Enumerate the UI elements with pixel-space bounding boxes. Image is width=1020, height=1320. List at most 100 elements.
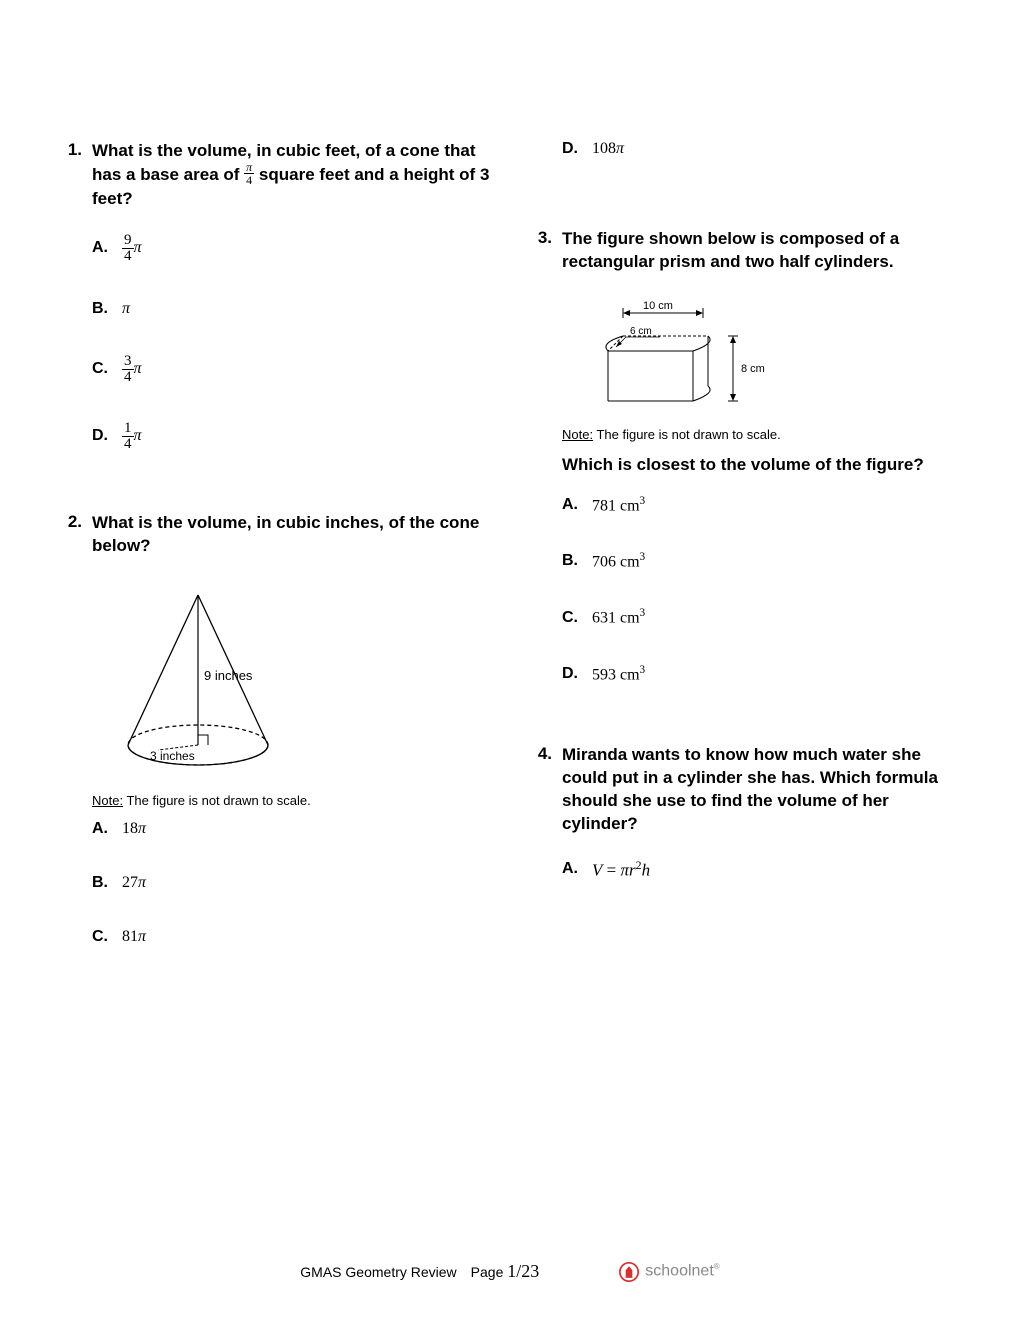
- q3-choice-a[interactable]: A. 781 cm3: [562, 495, 960, 515]
- q1-choice-a[interactable]: A. 9 4 π: [92, 233, 490, 264]
- q4-choice-a[interactable]: A. V = πr2h: [562, 858, 960, 881]
- choice-label: A.: [562, 496, 582, 514]
- choice-label: A.: [562, 860, 582, 878]
- exp: 3: [640, 551, 646, 563]
- logo-text: schoolnet®: [645, 1262, 719, 1280]
- question-2: 2. What is the volume, in cubic inches, …: [60, 512, 490, 558]
- page-label: Page: [471, 1264, 508, 1280]
- frac-num: 9: [122, 233, 134, 249]
- pi: π: [134, 427, 142, 444]
- f-v: V: [592, 861, 602, 880]
- pi: π: [138, 874, 146, 891]
- val: 781 cm: [592, 497, 640, 514]
- f-h: h: [642, 861, 651, 880]
- question-3: 3. The figure shown below is composed of…: [530, 228, 960, 274]
- q3-choice-d[interactable]: D. 593 cm3: [562, 664, 960, 684]
- choice-text: 18π: [122, 820, 146, 838]
- question-text: The figure shown below is composed of a …: [562, 228, 960, 274]
- q3-choice-c[interactable]: C. 631 cm3: [562, 607, 960, 627]
- choice-text: 1 4 π: [122, 421, 142, 452]
- note-prefix: Note:: [562, 427, 593, 442]
- top-label: 10 cm: [643, 300, 673, 312]
- q1-choice-d[interactable]: D. 1 4 π: [92, 421, 490, 452]
- choice-text: 593 cm3: [592, 664, 645, 684]
- pi: π: [134, 239, 142, 256]
- q1-choice-b[interactable]: B. π: [92, 300, 490, 318]
- choice-label: B.: [92, 874, 112, 892]
- pi: π: [138, 820, 146, 837]
- depth-label: 6 cm: [630, 326, 652, 337]
- frac-den: 4: [122, 249, 134, 264]
- note-text: The figure is not drawn to scale.: [123, 793, 311, 808]
- choice-label: D.: [92, 427, 112, 445]
- val: 108: [592, 140, 616, 157]
- q3-note: Note: The figure is not drawn to scale.: [562, 427, 960, 442]
- pi: π: [138, 928, 146, 945]
- exp: 3: [640, 495, 646, 507]
- q2-note: Note: The figure is not drawn to scale.: [92, 793, 490, 808]
- choice-label: B.: [562, 552, 582, 570]
- frac-den: 4: [122, 437, 134, 452]
- choice-text: V = πr2h: [592, 858, 650, 881]
- page-current: 1: [507, 1261, 516, 1281]
- question-text: What is the volume, in cubic feet, of a …: [92, 140, 490, 211]
- val: 631 cm: [592, 610, 640, 627]
- val: 706 cm: [592, 553, 640, 570]
- right-column: D. 108π 3. The figure shown below is com…: [530, 140, 960, 982]
- choice-label: D.: [562, 665, 582, 683]
- val: 18: [122, 820, 138, 837]
- q2-choice-a[interactable]: A. 18π: [92, 820, 490, 838]
- footer-left: GMAS Geometry Review Page 1/23: [300, 1261, 539, 1282]
- page-total: 23: [521, 1261, 539, 1281]
- footer-title: GMAS Geometry Review: [300, 1264, 456, 1280]
- page-content: 1. What is the volume, in cubic feet, of…: [0, 0, 1020, 1042]
- pi: π: [616, 140, 624, 157]
- choice-text: 27π: [122, 874, 146, 892]
- choice-text: 9 4 π: [122, 233, 142, 264]
- choice-label: C.: [92, 928, 112, 946]
- q3-subquestion: Which is closest to the volume of the fi…: [562, 454, 960, 477]
- footer-page: Page 1/23: [471, 1261, 540, 1282]
- exp: 3: [640, 607, 646, 619]
- frac-num: 3: [122, 354, 134, 370]
- choice-text: 81π: [122, 928, 146, 946]
- left-column: 1. What is the volume, in cubic feet, of…: [60, 140, 490, 982]
- question-number: 2.: [60, 512, 82, 558]
- q3-prism-figure: 10 cm 6 cm: [578, 296, 960, 421]
- note-prefix: Note:: [92, 793, 123, 808]
- prism-svg: 10 cm 6 cm: [578, 296, 798, 416]
- schoolnet-logo: schoolnet®: [619, 1262, 719, 1282]
- val: 593 cm: [592, 666, 640, 683]
- note-text: The figure is not drawn to scale.: [593, 427, 781, 442]
- question-number: 4.: [530, 744, 552, 836]
- question-1: 1. What is the volume, in cubic feet, of…: [60, 140, 490, 211]
- val: 27: [122, 874, 138, 891]
- exp: 3: [640, 664, 646, 676]
- question-number: 1.: [60, 140, 82, 211]
- frac-den: 4: [244, 174, 254, 186]
- q3-choice-b[interactable]: B. 706 cm3: [562, 551, 960, 571]
- val: 81: [122, 928, 138, 945]
- choice-text: 781 cm3: [592, 495, 645, 515]
- choice-label: C.: [562, 609, 582, 627]
- q2-choice-d[interactable]: D. 108π: [562, 140, 960, 158]
- choice-label: A.: [92, 820, 112, 838]
- q2-choice-c[interactable]: C. 81π: [92, 928, 490, 946]
- schoolnet-icon: [619, 1262, 639, 1282]
- q1-choice-c[interactable]: C. 3 4 π: [92, 354, 490, 385]
- question-text: What is the volume, in cubic inches, of …: [92, 512, 490, 558]
- choice-label: C.: [92, 360, 112, 378]
- choice-text: π: [122, 300, 130, 318]
- q1-inline-fraction: π 4: [244, 161, 254, 186]
- radius-label: 3 inches: [150, 749, 195, 763]
- two-column-layout: 1. What is the volume, in cubic feet, of…: [60, 140, 960, 982]
- choice-text: 3 4 π: [122, 354, 142, 385]
- cone-svg: 9 inches 3 inches: [108, 580, 338, 780]
- f-eq: =: [602, 861, 620, 880]
- q2-cone-figure: 9 inches 3 inches: [108, 580, 490, 785]
- q2-choice-b[interactable]: B. 27π: [92, 874, 490, 892]
- question-4: 4. Miranda wants to know how much water …: [530, 744, 960, 836]
- frac-num: 1: [122, 421, 134, 437]
- choice-label: B.: [92, 300, 112, 318]
- choice-text: 631 cm3: [592, 607, 645, 627]
